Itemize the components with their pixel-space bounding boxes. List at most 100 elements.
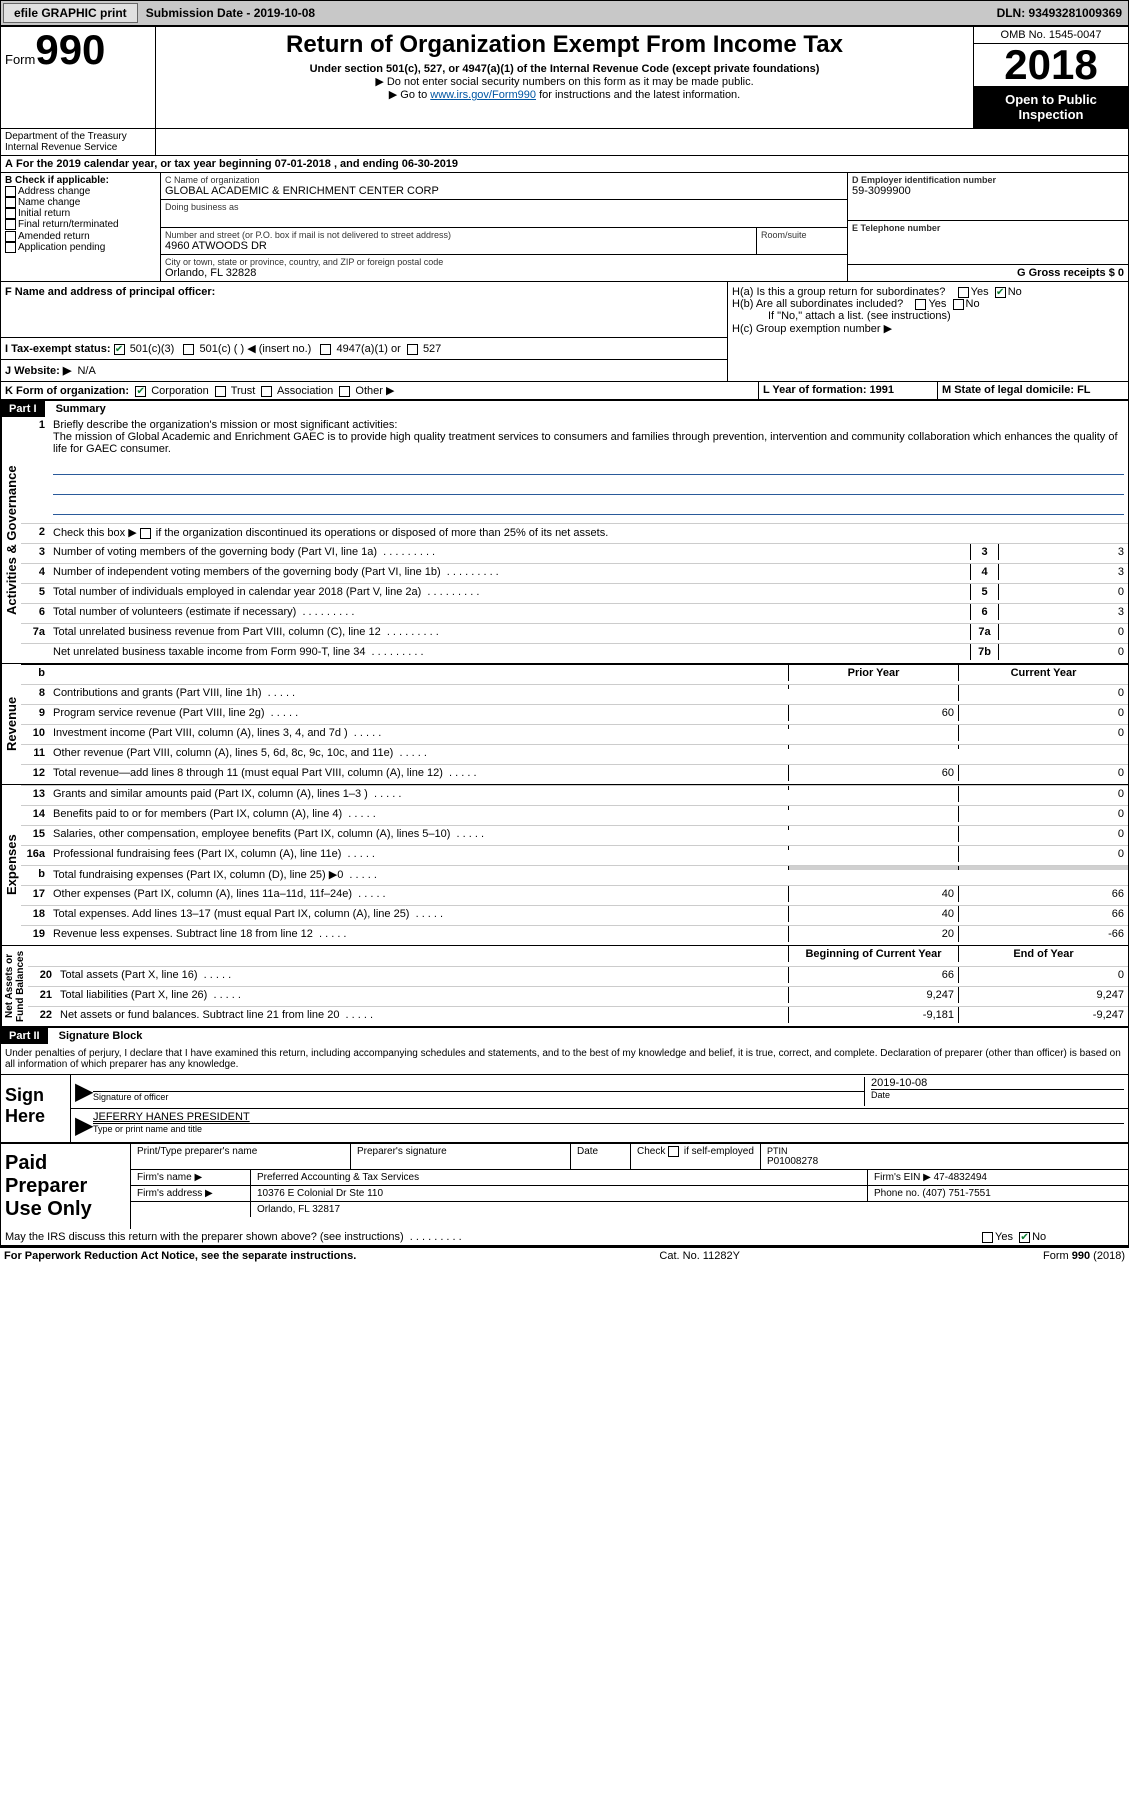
section-c: C Name of organization GLOBAL ACADEMIC &…	[161, 173, 848, 281]
col-end: End of Year	[958, 946, 1128, 962]
part-2-header: Part II Signature Block	[1, 1027, 1128, 1044]
room-label: Room/suite	[757, 228, 847, 254]
form-number-box: Form990	[1, 27, 156, 128]
officer-name-label: Type or print name and title	[93, 1123, 1124, 1134]
form-subtitle: Under section 501(c), 527, or 4947(a)(1)…	[164, 63, 965, 75]
firm-name: Preferred Accounting & Tax Services	[251, 1170, 868, 1185]
website-value: N/A	[77, 365, 95, 377]
ptin-value: P01008278	[767, 1156, 1122, 1167]
chk-amended[interactable]: Amended return	[5, 231, 156, 242]
sign-here-label: Sign Here	[1, 1075, 71, 1142]
officer-name: JEFERRY HANES PRESIDENT	[93, 1111, 1124, 1123]
org-name-label: C Name of organization	[165, 175, 843, 185]
mission-text: The mission of Global Academic and Enric…	[53, 431, 1118, 455]
chk-hb-no[interactable]	[953, 299, 964, 310]
firm-addr-label: Firm's address ▶	[131, 1186, 251, 1201]
q2-label: Check this box ▶ if the organization dis…	[53, 527, 608, 539]
summary-line: 3 Number of voting members of the govern…	[21, 543, 1128, 563]
phone-label: E Telephone number	[852, 223, 1124, 233]
summary-line: 12 Total revenue—add lines 8 through 11 …	[21, 764, 1128, 784]
summary-line: 4 Number of independent voting members o…	[21, 563, 1128, 583]
sig-date: 2019-10-08	[871, 1077, 1124, 1089]
form-label: Form	[5, 52, 35, 67]
firm-addr2: Orlando, FL 32817	[251, 1202, 1128, 1217]
chk-pending[interactable]: Application pending	[5, 242, 156, 253]
tax-exempt-label: I Tax-exempt status:	[5, 343, 111, 355]
chk-ha-yes[interactable]	[958, 287, 969, 298]
prep-check-self: Check if self-employed	[631, 1144, 761, 1169]
sig-date-label: Date	[871, 1089, 1124, 1100]
chk-assoc[interactable]	[261, 386, 272, 397]
chk-trust[interactable]	[215, 386, 226, 397]
vlabel-na: Net Assets or Fund Balances	[1, 946, 28, 1026]
efile-print-button[interactable]: efile GRAPHIC print	[3, 3, 138, 23]
summary-line: 10 Investment income (Part VIII, column …	[21, 724, 1128, 744]
col-current-year: Current Year	[958, 665, 1128, 681]
chk-self-employed[interactable]	[668, 1146, 679, 1157]
dln: DLN: 93493281009369	[991, 4, 1128, 22]
firm-name-label: Firm's name ▶	[131, 1170, 251, 1185]
footer-mid: Cat. No. 11282Y	[659, 1250, 740, 1262]
vlabel-rev: Revenue	[1, 664, 21, 784]
section-f: F Name and address of principal officer:	[1, 282, 727, 338]
chk-501c[interactable]	[183, 344, 194, 355]
chk-other[interactable]	[339, 386, 350, 397]
principal-officer-label: F Name and address of principal officer:	[5, 286, 215, 298]
omb-year-box: OMB No. 1545-0047 2018 Open to Public In…	[973, 27, 1128, 128]
chk-address-change[interactable]: Address change	[5, 186, 156, 197]
ein-label: D Employer identification number	[852, 175, 1124, 185]
chk-4947[interactable]	[320, 344, 331, 355]
section-b-label: B Check if applicable:	[5, 175, 109, 186]
form-990: 990	[35, 26, 105, 73]
chk-final-return[interactable]: Final return/terminated	[5, 219, 156, 230]
irs-link[interactable]: www.irs.gov/Form990	[430, 89, 536, 101]
summary-line: 13 Grants and similar amounts paid (Part…	[21, 785, 1128, 805]
q1-label: Briefly describe the organization's miss…	[53, 419, 397, 431]
city-label: City or town, state or province, country…	[165, 257, 843, 267]
note2-post: for instructions and the latest informat…	[536, 89, 740, 101]
summary-line: 7a Total unrelated business revenue from…	[21, 623, 1128, 643]
chk-corp[interactable]	[135, 386, 146, 397]
chk-discuss-yes[interactable]	[982, 1232, 993, 1243]
h-c-label: H(c) Group exemption number ▶	[732, 322, 1124, 335]
h-b-note: If "No," attach a list. (see instruction…	[732, 310, 1124, 322]
col-beginning: Beginning of Current Year	[788, 946, 958, 962]
org-name: GLOBAL ACADEMIC & ENRICHMENT CENTER CORP	[165, 185, 843, 197]
note-no-ssn: ▶ Do not enter social security numbers o…	[164, 75, 965, 88]
org-city: Orlando, FL 32828	[165, 267, 843, 279]
sign-arrow-icon-2: ▶	[75, 1111, 93, 1140]
paid-preparer-label: Paid Preparer Use Only	[1, 1144, 131, 1229]
dba-label: Doing business as	[165, 202, 843, 212]
chk-name-change[interactable]: Name change	[5, 197, 156, 208]
sign-here-section: Sign Here ▶ Signature of officer 2019-10…	[1, 1074, 1128, 1142]
prep-name-label: Print/Type preparer's name	[131, 1144, 351, 1169]
section-b: B Check if applicable: Address change Na…	[1, 173, 161, 281]
summary-line: 5 Total number of individuals employed i…	[21, 583, 1128, 603]
form-container: Form990 Return of Organization Exempt Fr…	[0, 26, 1129, 1247]
summary-line: 6 Total number of volunteers (estimate i…	[21, 603, 1128, 623]
summary-line: 22 Net assets or fund balances. Subtract…	[28, 1006, 1128, 1026]
footer-left: For Paperwork Reduction Act Notice, see …	[4, 1250, 356, 1262]
summary-line: 19 Revenue less expenses. Subtract line …	[21, 925, 1128, 945]
chk-initial-return[interactable]: Initial return	[5, 208, 156, 219]
chk-501c3[interactable]	[114, 344, 125, 355]
dept-treasury: Department of the Treasury Internal Reve…	[1, 129, 156, 155]
h-a-label: H(a) Is this a group return for subordin…	[732, 286, 945, 298]
paid-preparer-section: Paid Preparer Use Only Print/Type prepar…	[1, 1142, 1128, 1229]
section-deg: D Employer identification number 59-3099…	[848, 173, 1128, 281]
org-address: 4960 ATWOODS DR	[165, 240, 752, 252]
ein-value: 59-3099900	[852, 185, 1124, 197]
signature-declaration: Under penalties of perjury, I declare th…	[1, 1044, 1128, 1074]
chk-ha-no[interactable]	[995, 287, 1006, 298]
summary-line: 9 Program service revenue (Part VIII, li…	[21, 704, 1128, 724]
chk-527[interactable]	[407, 344, 418, 355]
section-l: L Year of formation: 1991	[758, 382, 938, 399]
section-i: I Tax-exempt status: 501(c)(3) 501(c) ( …	[1, 338, 727, 360]
addr-label: Number and street (or P.O. box if mail i…	[165, 230, 752, 240]
vlabel-ag: Activities & Governance	[1, 417, 21, 663]
website-label: J Website: ▶	[5, 365, 71, 377]
chk-discuss-no[interactable]	[1019, 1232, 1030, 1243]
chk-hb-yes[interactable]	[915, 299, 926, 310]
part-1-header: Part I Summary	[1, 400, 1128, 417]
chk-discontinued[interactable]	[140, 528, 151, 539]
